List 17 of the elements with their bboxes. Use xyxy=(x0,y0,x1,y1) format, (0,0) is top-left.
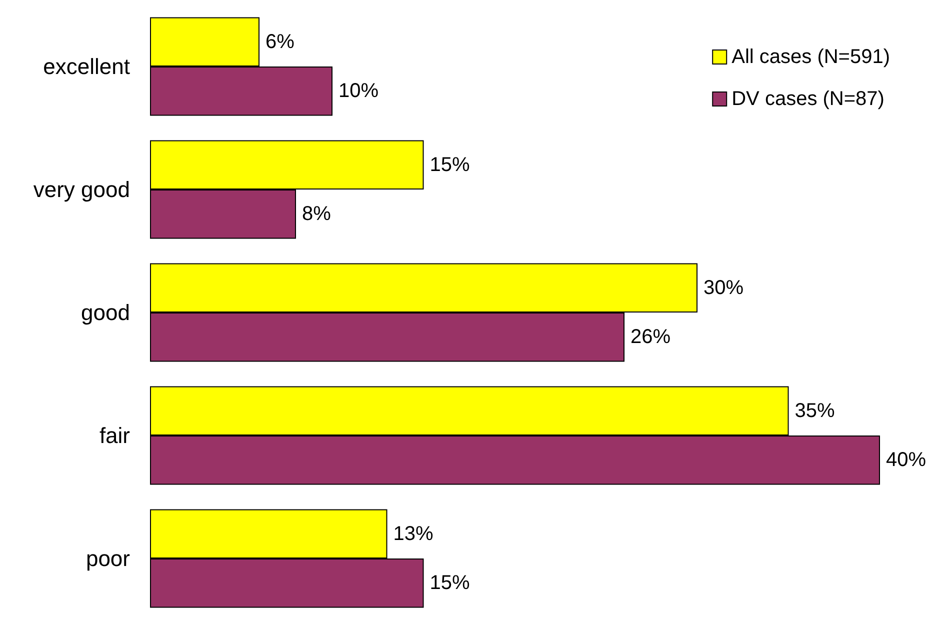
legend-label: All cases (N=591) xyxy=(732,46,890,68)
data-label: 13% xyxy=(393,522,434,545)
y-tick-label: good xyxy=(81,300,130,325)
data-label: 15% xyxy=(430,154,470,176)
data-label: 6% xyxy=(266,30,295,53)
y-tick-label: excellent xyxy=(43,54,130,79)
y-tick-label: poor xyxy=(86,546,130,571)
data-label: 30% xyxy=(704,276,744,299)
data-label: 40% xyxy=(886,449,926,472)
data-label: 8% xyxy=(302,203,332,226)
data-label: 26% xyxy=(630,326,671,348)
y-tick-label: fair xyxy=(99,423,130,448)
y-tick-label: very good xyxy=(33,177,130,202)
data-label: 35% xyxy=(794,400,835,422)
data-label: 10% xyxy=(338,80,379,102)
data-label: 15% xyxy=(430,572,470,594)
legend-label: DV cases (N=87) xyxy=(732,88,884,110)
